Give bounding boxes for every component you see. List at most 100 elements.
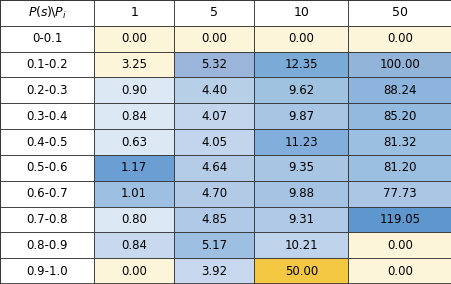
Text: 4.70: 4.70 — [201, 187, 227, 200]
Bar — [94, 181, 174, 206]
Bar — [253, 129, 348, 155]
Text: 5.17: 5.17 — [201, 239, 227, 252]
Bar — [348, 155, 451, 181]
Bar — [174, 26, 253, 52]
Bar — [0, 0, 94, 26]
Text: 1.01: 1.01 — [121, 187, 147, 200]
Bar — [348, 103, 451, 129]
Text: 9.35: 9.35 — [288, 161, 313, 174]
Text: 0.00: 0.00 — [387, 265, 412, 277]
Text: 0.2-0.3: 0.2-0.3 — [26, 84, 68, 97]
Text: 4.64: 4.64 — [201, 161, 227, 174]
Text: 4.05: 4.05 — [201, 135, 227, 149]
Bar — [174, 52, 253, 78]
Bar — [174, 0, 253, 26]
Text: 5: 5 — [210, 7, 218, 19]
Bar — [348, 258, 451, 284]
Text: 119.05: 119.05 — [379, 213, 420, 226]
Bar — [348, 206, 451, 232]
Bar — [94, 232, 174, 258]
Bar — [0, 26, 94, 52]
Bar — [94, 78, 174, 103]
Text: 0.00: 0.00 — [201, 32, 227, 45]
Bar — [174, 129, 253, 155]
Text: 0.1-0.2: 0.1-0.2 — [26, 58, 68, 71]
Bar — [0, 155, 94, 181]
Bar — [94, 52, 174, 78]
Text: 88.24: 88.24 — [382, 84, 416, 97]
Text: 0.90: 0.90 — [121, 84, 147, 97]
Text: 0-0.1: 0-0.1 — [32, 32, 62, 45]
Text: 0.00: 0.00 — [387, 239, 412, 252]
Text: 0.84: 0.84 — [121, 239, 147, 252]
Text: 81.32: 81.32 — [382, 135, 416, 149]
Bar — [253, 206, 348, 232]
Text: 3.92: 3.92 — [201, 265, 227, 277]
Bar — [348, 181, 451, 206]
Bar — [94, 103, 174, 129]
Bar — [0, 258, 94, 284]
Text: 1: 1 — [130, 7, 138, 19]
Bar — [253, 26, 348, 52]
Bar — [94, 155, 174, 181]
Text: 0.4-0.5: 0.4-0.5 — [26, 135, 68, 149]
Bar — [174, 78, 253, 103]
Bar — [348, 0, 451, 26]
Bar — [0, 78, 94, 103]
Text: 10: 10 — [293, 7, 308, 19]
Bar — [174, 232, 253, 258]
Bar — [0, 103, 94, 129]
Bar — [0, 181, 94, 206]
Text: 9.87: 9.87 — [288, 110, 314, 123]
Text: 4.85: 4.85 — [201, 213, 227, 226]
Text: 10.21: 10.21 — [284, 239, 318, 252]
Bar — [253, 258, 348, 284]
Bar — [348, 26, 451, 52]
Bar — [348, 78, 451, 103]
Bar — [253, 78, 348, 103]
Text: 81.20: 81.20 — [382, 161, 416, 174]
Bar — [253, 232, 348, 258]
Bar — [253, 0, 348, 26]
Text: 0.5-0.6: 0.5-0.6 — [26, 161, 68, 174]
Bar — [348, 52, 451, 78]
Text: 100.00: 100.00 — [379, 58, 419, 71]
Bar — [174, 258, 253, 284]
Text: $P(s)\backslash P_i$: $P(s)\backslash P_i$ — [28, 5, 66, 21]
Bar — [174, 103, 253, 129]
Text: 77.73: 77.73 — [382, 187, 416, 200]
Text: 9.88: 9.88 — [288, 187, 313, 200]
Text: 0.80: 0.80 — [121, 213, 147, 226]
Bar — [348, 232, 451, 258]
Text: 0.3-0.4: 0.3-0.4 — [26, 110, 68, 123]
Bar — [94, 206, 174, 232]
Bar — [174, 181, 253, 206]
Text: 0.6-0.7: 0.6-0.7 — [26, 187, 68, 200]
Bar — [94, 129, 174, 155]
Text: 0.00: 0.00 — [121, 32, 147, 45]
Text: 1.17: 1.17 — [121, 161, 147, 174]
Bar — [94, 0, 174, 26]
Text: 0.63: 0.63 — [121, 135, 147, 149]
Text: 12.35: 12.35 — [284, 58, 318, 71]
Text: 11.23: 11.23 — [284, 135, 318, 149]
Bar — [253, 155, 348, 181]
Text: 5.32: 5.32 — [201, 58, 227, 71]
Bar — [253, 103, 348, 129]
Bar — [0, 52, 94, 78]
Text: 50: 50 — [391, 7, 407, 19]
Bar — [94, 258, 174, 284]
Text: 0.8-0.9: 0.8-0.9 — [26, 239, 68, 252]
Text: 0.00: 0.00 — [121, 265, 147, 277]
Bar — [94, 26, 174, 52]
Text: 0.00: 0.00 — [387, 32, 412, 45]
Bar — [0, 232, 94, 258]
Text: 0.7-0.8: 0.7-0.8 — [26, 213, 68, 226]
Bar — [0, 206, 94, 232]
Bar — [174, 155, 253, 181]
Text: 9.62: 9.62 — [288, 84, 314, 97]
Bar — [253, 52, 348, 78]
Text: 9.31: 9.31 — [288, 213, 314, 226]
Text: 0.00: 0.00 — [288, 32, 313, 45]
Text: 4.40: 4.40 — [201, 84, 227, 97]
